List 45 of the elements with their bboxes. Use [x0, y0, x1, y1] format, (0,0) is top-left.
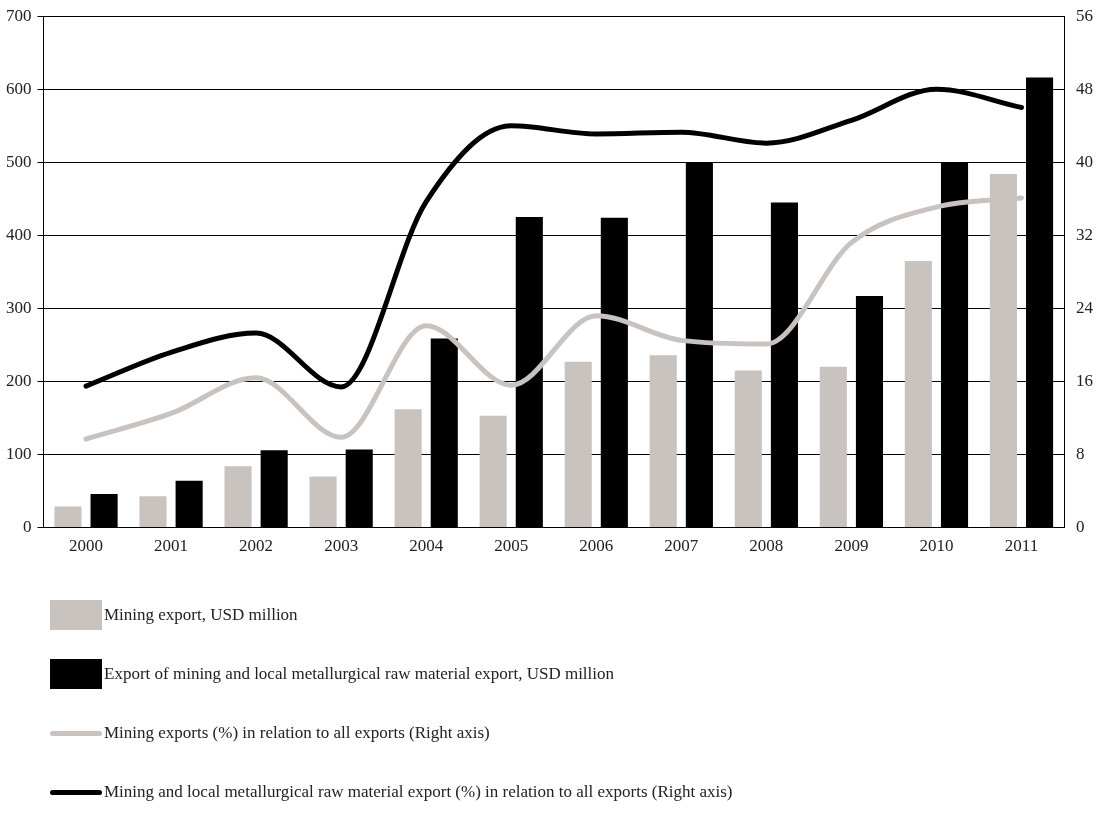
legend-label: Mining export, USD million [104, 605, 298, 625]
bar [819, 366, 847, 528]
bar [394, 409, 422, 528]
y-tick-label: 100 [6, 444, 32, 464]
y2-tick-label: 40 [1076, 151, 1093, 171]
bar [224, 466, 252, 528]
x-tick-label: 2001 [154, 536, 189, 556]
bar [479, 415, 507, 528]
bar [564, 361, 592, 528]
y2-tick-label: 32 [1076, 224, 1093, 244]
x-tick-label: 2000 [69, 536, 104, 556]
bar [90, 493, 118, 528]
x-tick-label: 2003 [324, 536, 359, 556]
y-tick-label: 500 [6, 151, 32, 171]
bar [649, 355, 677, 528]
x-tick-label: 2002 [239, 536, 274, 556]
y-tick-label: 200 [6, 370, 32, 390]
y-tick-label: 300 [6, 297, 32, 317]
x-tick-label: 2008 [749, 536, 784, 556]
bar [904, 260, 932, 528]
legend-label: Export of mining and local metallurgical raw material export, USD million [104, 664, 615, 684]
legend-label: Mining exports (%) in relation to all exports (Right axis) [104, 723, 490, 743]
y2-tick-label: 48 [1076, 78, 1093, 98]
bar [175, 480, 203, 528]
x-tick-label: 2006 [579, 536, 614, 556]
x-tick-label: 2011 [1004, 536, 1039, 556]
y-tick-label: 0 [23, 517, 32, 537]
y2-tick-label: 56 [1076, 5, 1093, 25]
y-tick-label: 600 [6, 78, 32, 98]
y2-tick-label: 16 [1076, 370, 1093, 390]
y2-tick-label: 0 [1076, 517, 1085, 537]
bar [54, 506, 82, 528]
x-tick-label: 2004 [409, 536, 444, 556]
legend-label: Mining and local metallurgical raw material export (%) in relation to all exports (Right axis) [104, 782, 733, 802]
y2-tick-label: 8 [1076, 444, 1085, 464]
x-tick-label: 2005 [494, 536, 529, 556]
bar [309, 476, 337, 528]
x-tick-label: 2009 [834, 536, 869, 556]
x-tick-label: 2010 [919, 536, 954, 556]
bar [139, 496, 167, 528]
y-tick-label: 700 [6, 5, 32, 25]
y2-tick-label: 24 [1076, 297, 1094, 317]
y-tick-label: 400 [6, 224, 32, 244]
bar [734, 370, 762, 528]
x-tick-label: 2007 [664, 536, 699, 556]
